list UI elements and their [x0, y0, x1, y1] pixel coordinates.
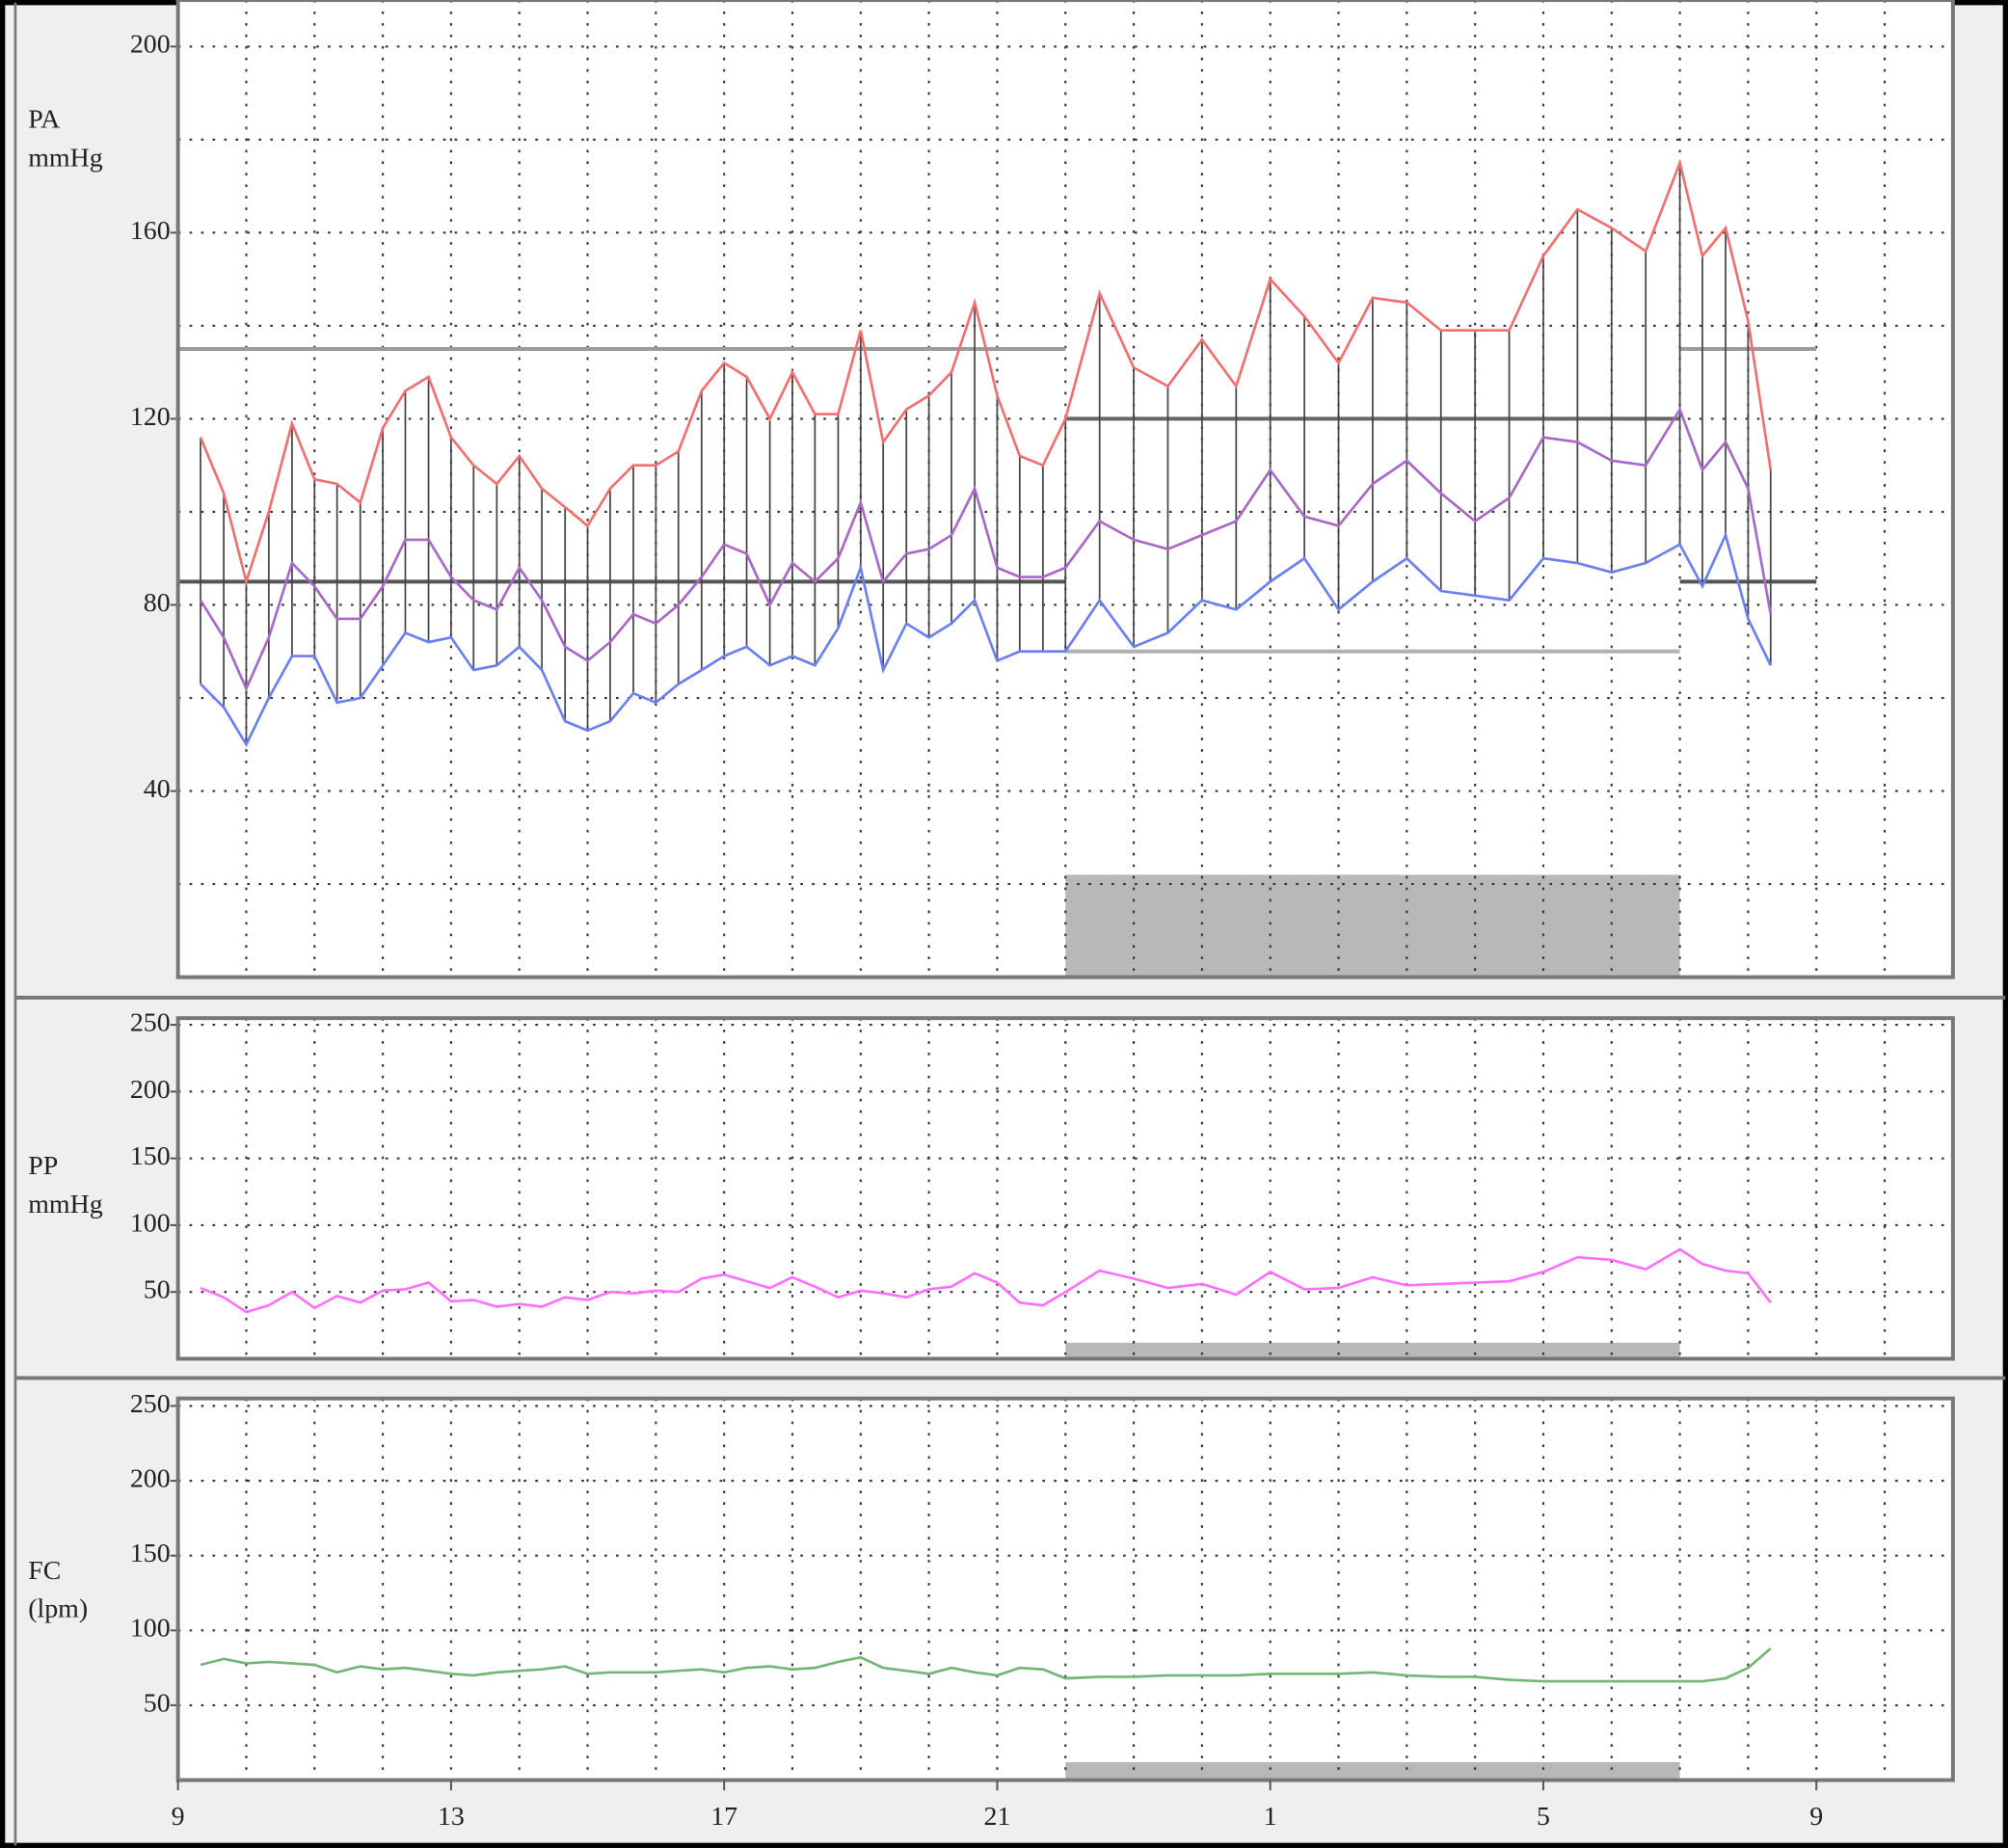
y-tick-label: 80	[144, 588, 171, 618]
y-tick-label: 200	[130, 1075, 171, 1105]
series-line	[200, 531, 1772, 748]
series-line	[200, 1647, 1772, 1683]
y-axis-label: PP	[28, 1151, 58, 1181]
night-band	[1065, 874, 1680, 978]
plot-area	[177, 1398, 1953, 1781]
plot-border	[175, 1396, 1955, 1782]
series-line	[199, 406, 1773, 692]
y-tick-label: 120	[130, 402, 171, 432]
y-tick-label: 50	[144, 1688, 171, 1718]
night-band	[1065, 1342, 1680, 1359]
y-tick-label: 250	[130, 1389, 171, 1419]
y-tick-label: 100	[130, 1208, 171, 1238]
y-tick-label: 100	[130, 1614, 171, 1644]
y-tick-label: 250	[130, 1007, 171, 1037]
y-axis-label: (lpm)	[28, 1594, 88, 1624]
y-tick-label: 150	[130, 1539, 171, 1568]
x-tick-label: 9	[1809, 1802, 1823, 1832]
night-band	[1065, 1761, 1680, 1781]
y-axis-label: PA	[28, 105, 60, 135]
plot-border	[175, 1016, 1955, 1361]
y-tick-label: 150	[130, 1141, 171, 1171]
y-tick-label: 200	[130, 30, 171, 60]
x-tick-label: 5	[1537, 1802, 1550, 1832]
y-tick-label: 160	[130, 216, 171, 246]
y-tick-label: 40	[144, 774, 171, 804]
x-tick-label: 17	[710, 1802, 737, 1832]
x-tick-label: 13	[438, 1802, 465, 1832]
x-tick-label: 21	[984, 1802, 1011, 1832]
y-axis-label: FC	[28, 1556, 61, 1586]
y-axis-label: mmHg	[28, 1190, 102, 1219]
y-axis-label: mmHg	[28, 143, 102, 173]
x-tick-label: 9	[172, 1802, 185, 1832]
y-tick-label: 50	[144, 1275, 171, 1305]
series-line	[200, 1247, 1772, 1314]
y-tick-label: 200	[130, 1463, 171, 1493]
plot-area	[177, 1018, 1953, 1359]
x-tick-label: 1	[1264, 1802, 1277, 1832]
series-line	[199, 158, 1773, 587]
plot-border	[175, 0, 1955, 979]
